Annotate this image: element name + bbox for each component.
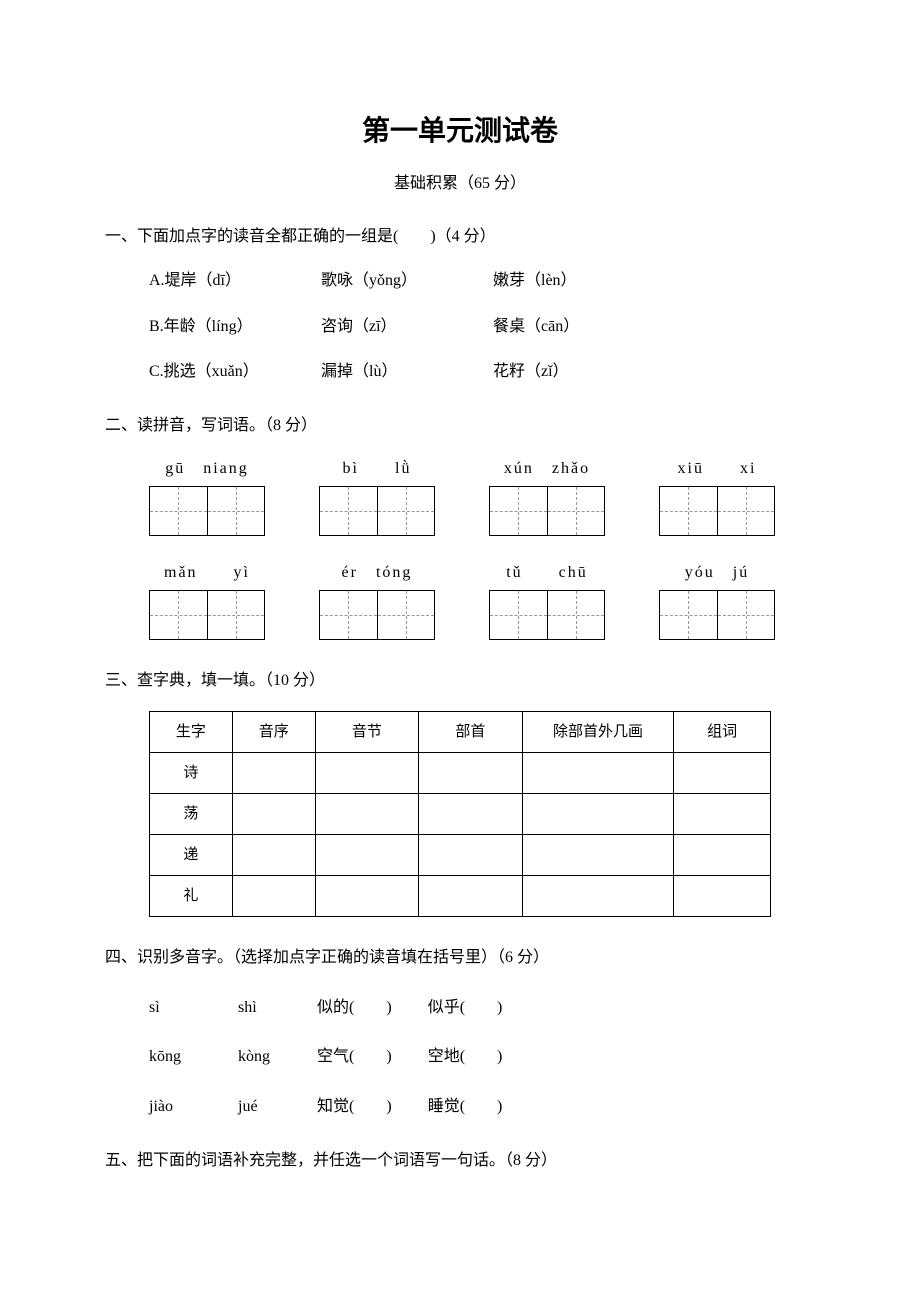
cell-char: 递: [150, 835, 233, 876]
q1-b-c2: 咨询（zī）: [321, 314, 489, 340]
q4-row: kōng kòng 空气( ) 空地( ): [149, 1044, 815, 1070]
cell-blank[interactable]: [419, 753, 522, 794]
char-box-pair[interactable]: [319, 486, 435, 536]
word1: 空气( ): [317, 1048, 392, 1065]
pinyin-label: gū niang: [149, 456, 265, 482]
char-box-pair[interactable]: [489, 590, 605, 640]
q4-row: sì shì 似的( ) 似乎( ): [149, 995, 815, 1021]
cell-char: 诗: [150, 753, 233, 794]
page-title: 第一单元测试卷: [105, 110, 815, 155]
cell-blank[interactable]: [315, 794, 418, 835]
pinyin-item: mǎn yì: [149, 560, 265, 640]
q1-option-a: A.堤岸（dī） 歌咏（yǒng） 嫩芽（lèn）: [149, 268, 815, 294]
cell-blank[interactable]: [522, 835, 674, 876]
pinyin-label: yóu jú: [659, 560, 775, 586]
q2-row2: mǎn yì ér tóng tǔ chū yóu jú: [149, 560, 815, 640]
q1-a-c2: 歌咏（yǒng）: [321, 268, 489, 294]
word2: 空地( ): [428, 1048, 503, 1065]
cell-char: 礼: [150, 876, 233, 917]
pinyin-item: tǔ chū: [489, 560, 605, 640]
pinyin-label: tǔ chū: [489, 560, 605, 586]
pinyin-item: gū niang: [149, 456, 265, 536]
cell-blank[interactable]: [674, 794, 771, 835]
cell-blank[interactable]: [232, 794, 315, 835]
q2-grid: gū niang bì lǜ xún zhǎo xiū xi mǎn yì: [149, 456, 815, 639]
cell-blank[interactable]: [232, 876, 315, 917]
cell-blank[interactable]: [674, 753, 771, 794]
q1-option-b: B.年龄（líng） 咨询（zī） 餐桌（cān）: [149, 314, 815, 340]
char-box-pair[interactable]: [489, 486, 605, 536]
char-box-pair[interactable]: [149, 590, 265, 640]
char-box-pair[interactable]: [319, 590, 435, 640]
cell-blank[interactable]: [522, 753, 674, 794]
cell-blank[interactable]: [419, 876, 522, 917]
word1: 似的( ): [317, 999, 392, 1016]
pinyin2: jué: [238, 1094, 313, 1120]
cell-blank[interactable]: [315, 835, 418, 876]
word2: 似乎( ): [428, 999, 503, 1016]
table-row: 递: [150, 835, 771, 876]
q4-row: jiào jué 知觉( ) 睡觉( ): [149, 1094, 815, 1120]
th-jihua: 除部首外几画: [522, 712, 674, 753]
table-row: 诗: [150, 753, 771, 794]
char-box-pair[interactable]: [149, 486, 265, 536]
th-shengzi: 生字: [150, 712, 233, 753]
pinyin-item: xún zhǎo: [489, 456, 605, 536]
q2-header: 二、读拼音，写词语。（8 分）: [105, 413, 815, 439]
th-zuci: 组词: [674, 712, 771, 753]
pinyin-label: mǎn yì: [149, 560, 265, 586]
q1-header: 一、下面加点字的读音全都正确的一组是( )（4 分）: [105, 224, 815, 250]
pinyin-label: xún zhǎo: [489, 456, 605, 482]
pinyin-label: xiū xi: [659, 456, 775, 482]
table-row: 荡: [150, 794, 771, 835]
pinyin2: kòng: [238, 1044, 313, 1070]
pinyin-label: bì lǜ: [319, 456, 435, 482]
pinyin-item: xiū xi: [659, 456, 775, 536]
cell-blank[interactable]: [232, 753, 315, 794]
word2: 睡觉( ): [428, 1098, 503, 1115]
q2-row1: gū niang bì lǜ xún zhǎo xiū xi: [149, 456, 815, 536]
dictionary-table: 生字 音序 音节 部首 除部首外几画 组词 诗 荡: [149, 711, 771, 917]
cell-blank[interactable]: [419, 835, 522, 876]
pinyin-item: yóu jú: [659, 560, 775, 640]
q4-header: 四、识别多音字。（选择加点字正确的读音填在括号里）（6 分）: [105, 945, 815, 971]
pinyin-item: ér tóng: [319, 560, 435, 640]
char-box-pair[interactable]: [659, 590, 775, 640]
cell-blank[interactable]: [522, 794, 674, 835]
cell-blank[interactable]: [419, 794, 522, 835]
q1-c-c3: 花籽（zǐ）: [493, 359, 661, 385]
pinyin1: sì: [149, 995, 234, 1021]
q1-c-c1: C.挑选（xuǎn）: [149, 359, 317, 385]
pinyin-item: bì lǜ: [319, 456, 435, 536]
page-subtitle: 基础积累（65 分）: [105, 171, 815, 197]
table-row: 礼: [150, 876, 771, 917]
th-bushou: 部首: [419, 712, 522, 753]
q1-options: A.堤岸（dī） 歌咏（yǒng） 嫩芽（lèn） B.年龄（líng） 咨询（…: [149, 268, 815, 385]
word1: 知觉( ): [317, 1098, 392, 1115]
cell-blank[interactable]: [232, 835, 315, 876]
th-yinjie: 音节: [315, 712, 418, 753]
th-yinxu: 音序: [232, 712, 315, 753]
pinyin-label: ér tóng: [319, 560, 435, 586]
q1-a-c3: 嫩芽（lèn）: [493, 268, 661, 294]
cell-blank[interactable]: [674, 876, 771, 917]
q5-header: 五、把下面的词语补充完整，并任选一个词语写一句话。（8 分）: [105, 1148, 815, 1174]
pinyin1: jiào: [149, 1094, 234, 1120]
pinyin1: kōng: [149, 1044, 234, 1070]
cell-blank[interactable]: [315, 753, 418, 794]
cell-blank[interactable]: [315, 876, 418, 917]
cell-blank[interactable]: [522, 876, 674, 917]
char-box-pair[interactable]: [659, 486, 775, 536]
cell-blank[interactable]: [674, 835, 771, 876]
table-header-row: 生字 音序 音节 部首 除部首外几画 组词: [150, 712, 771, 753]
q4-block: sì shì 似的( ) 似乎( ) kōng kòng 空气( ) 空地( )…: [149, 995, 815, 1120]
pinyin2: shì: [238, 995, 313, 1021]
q1-a-c1: A.堤岸（dī）: [149, 268, 317, 294]
q1-b-c1: B.年龄（líng）: [149, 314, 317, 340]
q1-c-c2: 漏掉（lù）: [321, 359, 489, 385]
q3-header: 三、查字典，填一填。（10 分）: [105, 668, 815, 694]
q1-option-c: C.挑选（xuǎn） 漏掉（lù） 花籽（zǐ）: [149, 359, 815, 385]
cell-char: 荡: [150, 794, 233, 835]
q1-b-c3: 餐桌（cān）: [493, 314, 661, 340]
